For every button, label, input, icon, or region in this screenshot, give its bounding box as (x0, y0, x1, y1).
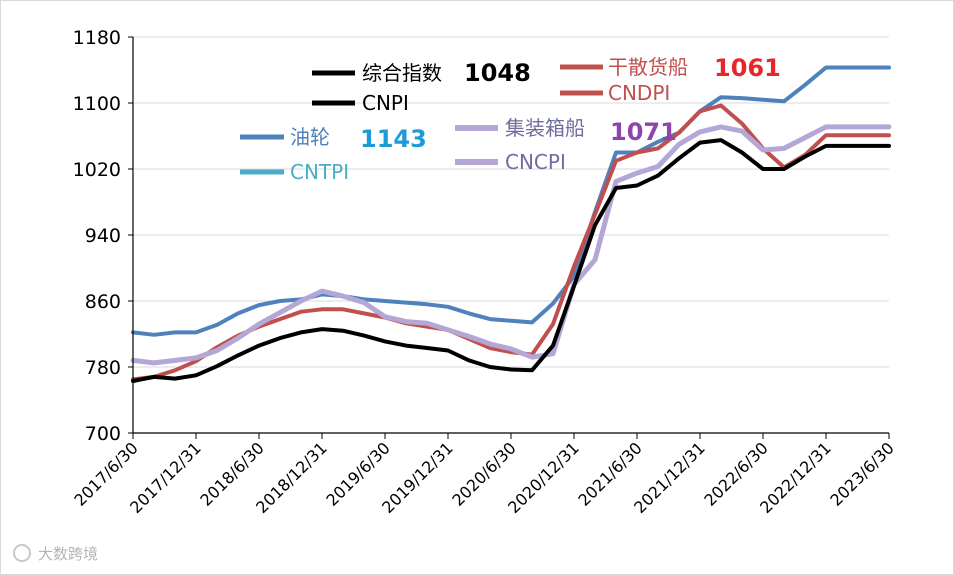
legend-cncpi-label: CNCPI (505, 150, 566, 174)
legend-dry-bulk-value: 1061 (714, 54, 781, 82)
y-tick-label: 940 (85, 225, 121, 247)
legend-container-value: 1071 (610, 118, 677, 146)
series-lines (130, 65, 892, 383)
y-tick-label: 780 (85, 357, 121, 379)
legend-tanker: 油轮 1143 CNTPI (240, 125, 427, 184)
y-tick-label: 1100 (73, 93, 121, 115)
legend-composite: 综合指数 1048 CNPI (312, 59, 531, 115)
y-tick-label: 1180 (73, 27, 121, 49)
y-tick-label: 1020 (73, 159, 121, 181)
series-line-cntpi (131, 65, 891, 337)
series-line-cnpi (131, 138, 891, 383)
legend: 综合指数 1048 CNPI 干散货船 1061 CNDPI 油轮 1143 C… (240, 54, 781, 184)
legend-container-label: 集装箱船 (505, 116, 585, 140)
y-tick-label: 860 (85, 291, 121, 313)
legend-tanker-label: 油轮 (290, 125, 330, 149)
watermark: 大数跨境 (13, 544, 98, 563)
series-line-cncpi (130, 124, 892, 366)
legend-cntpi-label: CNTPI (290, 160, 349, 184)
legend-cnpi-label: CNPI (362, 91, 409, 115)
y-tick-label: 700 (85, 423, 121, 445)
legend-container: 集装箱船 1071 CNCPI (455, 116, 677, 174)
watermark-logo-icon (13, 544, 31, 562)
legend-cndpi-label: CNDPI (608, 81, 670, 105)
y-axis-ticks: 700 780 860 940 1020 1100 1180 (73, 27, 133, 445)
watermark-text: 大数跨境 (38, 545, 98, 563)
x-axis-ticks: 2017/6/302017/12/312018/6/302018/12/3120… (70, 433, 898, 517)
legend-composite-value: 1048 (464, 59, 531, 87)
legend-dry-bulk: 干散货船 1061 CNDPI (560, 54, 781, 105)
legend-composite-label: 综合指数 (362, 61, 442, 85)
legend-tanker-value: 1143 (360, 125, 427, 153)
axes (132, 37, 889, 434)
gridlines (133, 36, 889, 368)
legend-dry-bulk-label: 干散货船 (608, 55, 688, 79)
x-tick-label: 2023/6/30 (826, 438, 897, 509)
